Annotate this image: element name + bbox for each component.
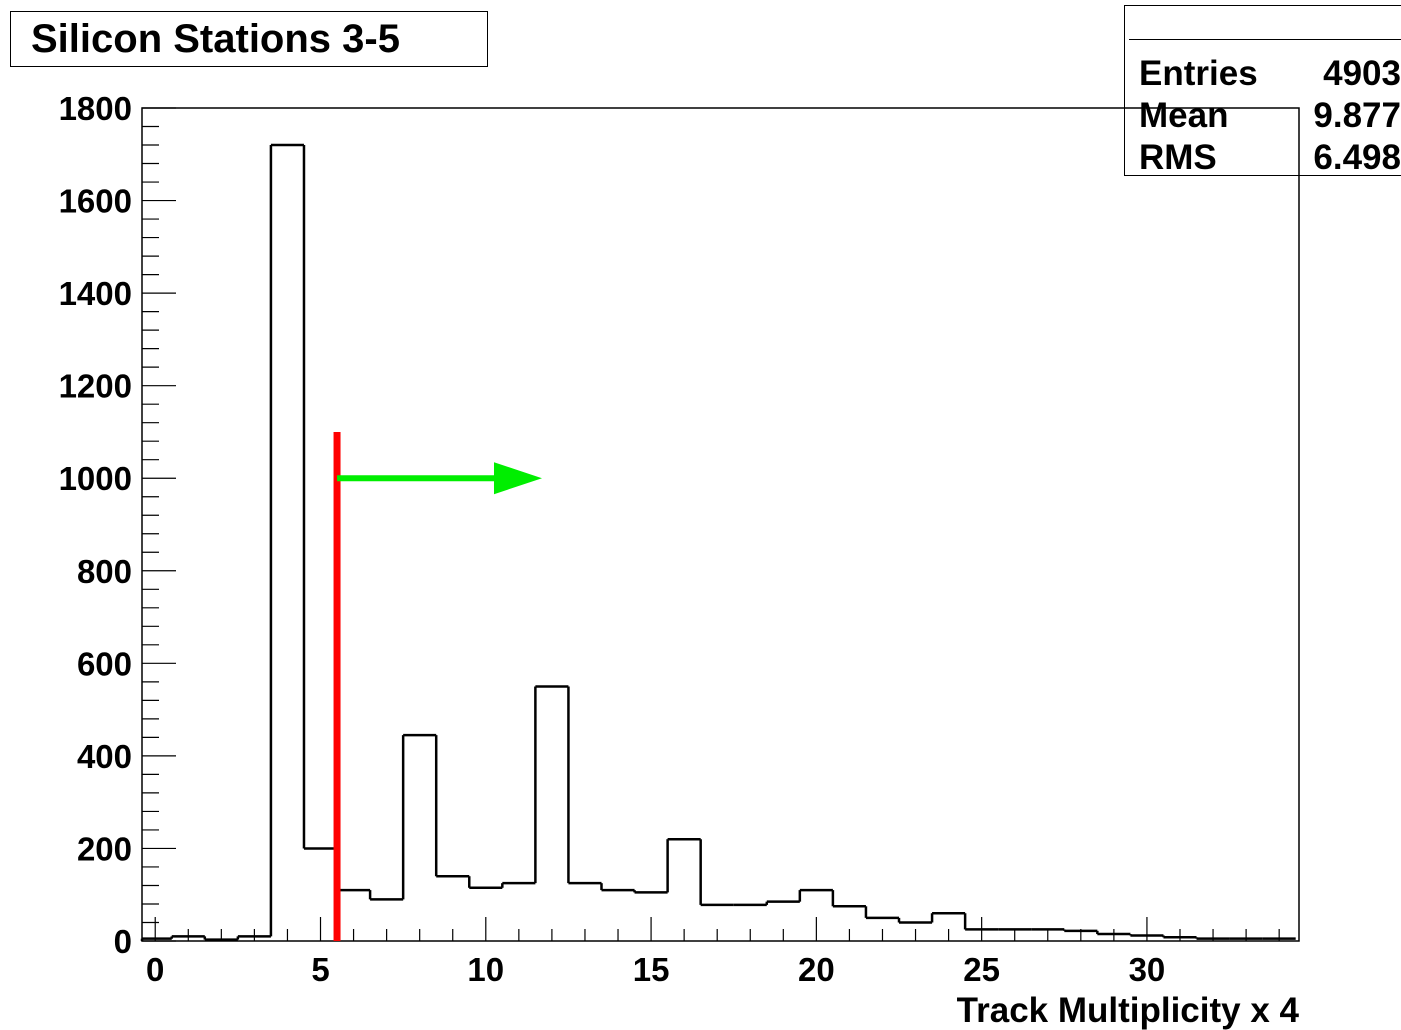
arrow-head <box>493 462 542 495</box>
y-tick-label: 400 <box>77 738 132 775</box>
chart-title: Silicon Stations 3-5 <box>10 11 488 67</box>
stats-box: Entries 4903 Mean 9.877 RMS 6.498 <box>1124 5 1401 179</box>
x-tick-label: 15 <box>633 951 670 988</box>
stats-row-entries: Entries 4903 <box>1139 53 1401 95</box>
stats-value: 9.877 <box>1313 96 1401 135</box>
y-tick-label: 1800 <box>59 90 132 127</box>
stats-value: 4903 <box>1323 54 1401 93</box>
stats-row-rms: RMS 6.498 <box>1139 137 1401 179</box>
y-tick-label: 1400 <box>59 275 132 312</box>
y-tick-label: 600 <box>77 645 132 682</box>
y-tick-label: 1200 <box>59 368 132 405</box>
stats-row-mean: Mean 9.877 <box>1139 95 1401 137</box>
stats-label: RMS <box>1139 138 1217 177</box>
x-tick-label: 20 <box>798 951 835 988</box>
plot-frame <box>141 107 1300 942</box>
stats-label: Entries <box>1139 54 1258 93</box>
x-axis-label: Track Multiplicity x 4 <box>957 991 1300 1030</box>
x-tick-label: 5 <box>311 951 329 988</box>
y-tick-label: 200 <box>77 830 132 867</box>
x-tick-label: 10 <box>467 951 504 988</box>
y-tick-label: 800 <box>77 553 132 590</box>
x-tick-label: 0 <box>146 951 164 988</box>
y-tick-label: 1600 <box>59 183 132 220</box>
x-tick-label: 25 <box>963 951 1000 988</box>
x-tick-label: 30 <box>1129 951 1166 988</box>
y-tick-label: 1000 <box>59 460 132 497</box>
stats-value: 6.498 <box>1313 138 1401 177</box>
y-tick-label: 0 <box>114 923 132 960</box>
stats-label: Mean <box>1139 96 1229 135</box>
stats-histogram-name <box>1129 9 1401 40</box>
